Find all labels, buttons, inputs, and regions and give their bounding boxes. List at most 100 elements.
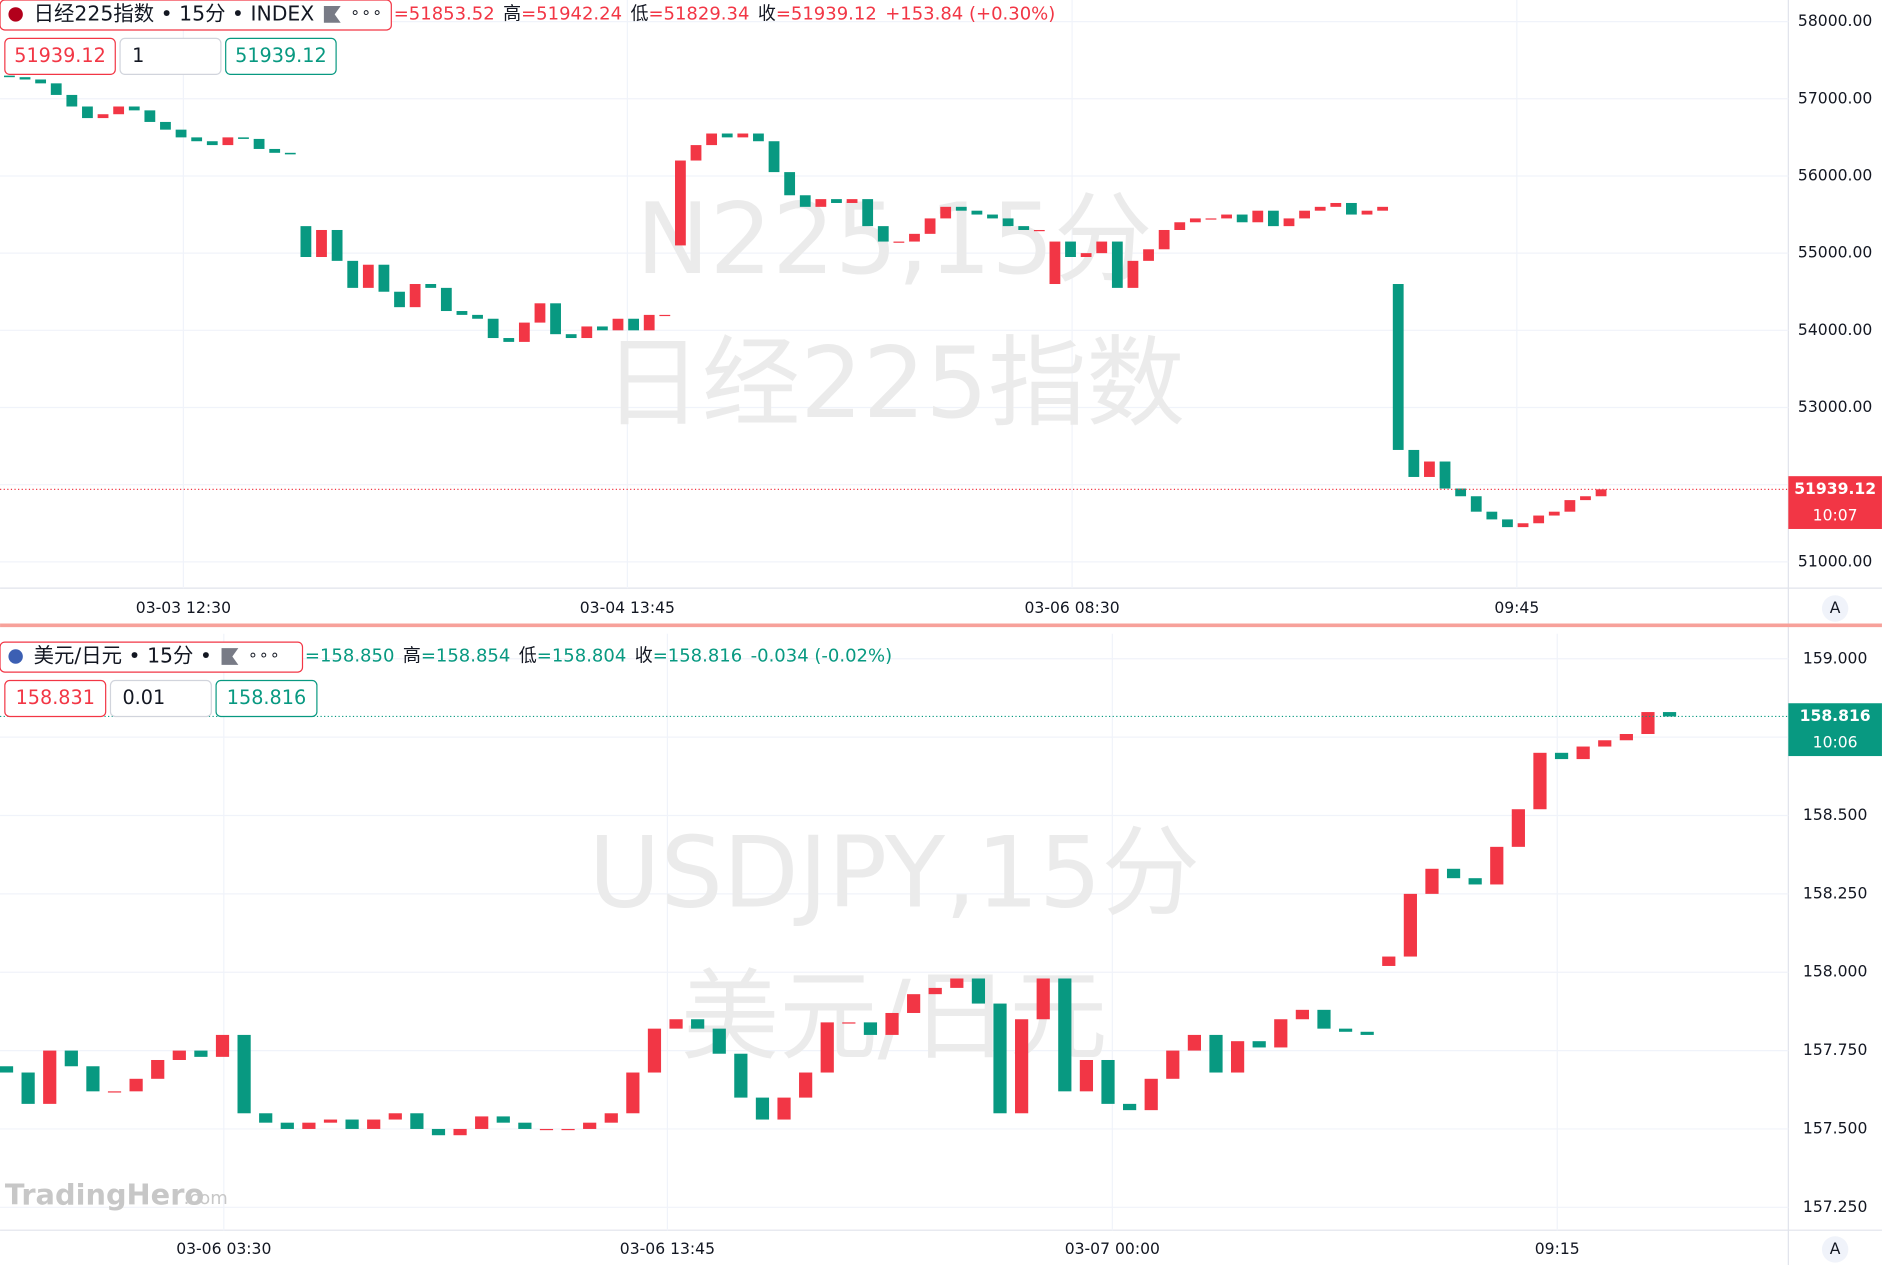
candle-body	[1548, 511, 1560, 516]
candle-body	[706, 133, 718, 146]
candle-body	[496, 1116, 510, 1123]
candle-body	[191, 137, 203, 142]
candle-body	[151, 1059, 165, 1079]
candle-body	[1033, 229, 1045, 232]
y-tick-label: 51000.00	[1798, 552, 1872, 570]
candle-body	[643, 314, 655, 331]
candle-body	[345, 1119, 359, 1129]
candle-body	[1580, 496, 1591, 501]
candle-body	[940, 206, 952, 219]
candle-body	[721, 133, 733, 138]
candle-body	[950, 978, 964, 988]
candle-body	[409, 284, 421, 308]
candle-body	[539, 1128, 554, 1131]
candle-body	[0, 1066, 14, 1073]
candle-body	[518, 322, 530, 342]
auto-scale-button[interactable]	[1821, 1236, 1849, 1263]
x-tick-label: 09:45	[1494, 599, 1539, 617]
candle-body	[284, 152, 296, 155]
last-price-tag	[1788, 476, 1882, 529]
candle-body	[691, 1019, 705, 1029]
logo: TradingHero	[5, 1178, 204, 1212]
symbol-icon	[8, 649, 23, 664]
candle-body	[410, 1113, 424, 1129]
candle-body	[659, 314, 671, 317]
candle-body	[1468, 878, 1482, 885]
candle-body	[425, 284, 437, 288]
candle-body	[1096, 241, 1108, 254]
candle-body	[647, 1028, 662, 1073]
candle-body	[669, 1019, 683, 1029]
candle-body	[456, 311, 468, 315]
countdown: 10:07	[1813, 506, 1858, 524]
candle-body	[487, 318, 499, 339]
candle-body	[323, 1119, 338, 1123]
candle-body	[1166, 1050, 1180, 1079]
candle-body	[1252, 210, 1264, 223]
candle-body	[1598, 740, 1612, 747]
candle-body	[1502, 519, 1513, 528]
candle-body	[1403, 893, 1417, 957]
more-button[interactable]: ∘∘∘	[248, 646, 281, 664]
candle-body	[1143, 249, 1154, 261]
candle-body	[784, 172, 796, 196]
candle-body	[1079, 1059, 1094, 1092]
candle-body	[1533, 515, 1545, 524]
candle-body	[863, 1022, 878, 1035]
candle-body	[885, 1012, 899, 1035]
candle-body	[280, 1122, 294, 1129]
ohlc-value: =51939.12	[776, 3, 877, 24]
y-tick-label: 55000.00	[1798, 244, 1872, 262]
auto-scale-button[interactable]	[1821, 595, 1849, 622]
candle-body	[1662, 712, 1677, 717]
watermark: 日经225指数	[603, 327, 1184, 441]
symbol-title: 美元/日元 • 15分 •	[34, 644, 212, 668]
trade-input[interactable]	[4, 679, 107, 718]
candle-body	[107, 1091, 122, 1093]
ohlc-value: =158.850	[305, 646, 395, 667]
more-button[interactable]: ∘∘∘	[350, 4, 383, 22]
trade-input[interactable]	[215, 679, 318, 718]
candle-body	[583, 1122, 597, 1129]
y-tick-label: 158.000	[1803, 963, 1867, 981]
trade-input[interactable]	[225, 37, 337, 76]
legend-box[interactable]	[0, 0, 392, 31]
candle-body	[712, 1028, 726, 1054]
watermark: USDJPY,15分	[588, 817, 1199, 931]
candle-body	[316, 229, 327, 258]
y-tick-label: 58000.00	[1798, 12, 1872, 30]
y-tick-label: 159.000	[1803, 649, 1867, 667]
candle-body	[581, 326, 593, 339]
candle-body	[1392, 284, 1404, 450]
candle-body	[1274, 1019, 1288, 1048]
auto-scale-label[interactable]: A	[1830, 599, 1841, 617]
countdown: 10:06	[1813, 733, 1858, 751]
candle-body	[1439, 461, 1451, 489]
trade-input-text: 0.01	[122, 686, 165, 709]
candle-body	[194, 1050, 208, 1057]
candle-body	[924, 218, 936, 234]
candle-body	[1317, 1009, 1331, 1029]
auto-scale-label[interactable]: A	[1830, 1240, 1841, 1258]
ohlc-value: =158.804	[537, 646, 627, 667]
trade-input[interactable]	[119, 37, 222, 76]
candle-body	[1018, 226, 1030, 230]
trade-input[interactable]	[4, 37, 116, 76]
trade-input[interactable]	[109, 679, 212, 718]
candle-body	[1049, 241, 1061, 285]
candle-body	[518, 1122, 532, 1129]
ohlc-label: 收	[758, 3, 776, 24]
y-tick-label: 54000.00	[1798, 321, 1872, 339]
ohlc-label: 低	[630, 3, 648, 24]
candle-body	[955, 206, 967, 211]
candle-body	[237, 1034, 251, 1114]
candle-body	[799, 1072, 813, 1098]
ohlc-value: =51942.24	[521, 3, 622, 24]
candle-body	[206, 141, 218, 146]
candle-body	[1377, 206, 1389, 211]
candle-body	[1641, 712, 1655, 735]
y-tick-label: 157.500	[1803, 1119, 1867, 1137]
candle-body	[1002, 218, 1014, 227]
x-tick-label: 03-07 00:00	[1065, 1240, 1160, 1258]
